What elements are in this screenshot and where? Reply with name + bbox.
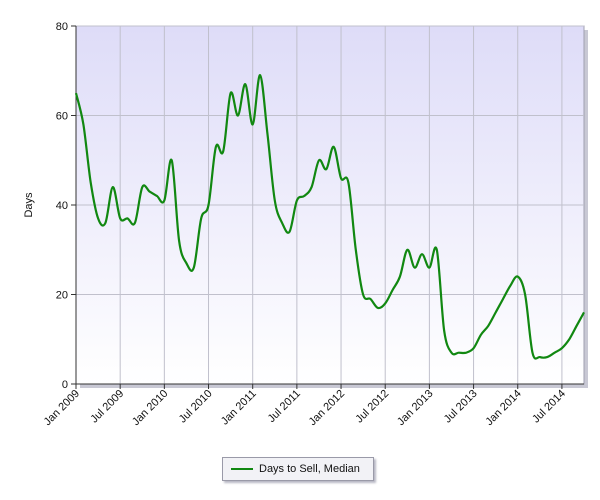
x-tick-label: Jan 2012 bbox=[307, 388, 347, 428]
x-tick-label: Jan 2010 bbox=[130, 388, 170, 428]
y-tick-label: 60 bbox=[56, 111, 68, 123]
series-layer bbox=[74, 74, 585, 360]
x-tick-label: Jan 2011 bbox=[219, 388, 259, 428]
y-tick-label: 40 bbox=[56, 200, 68, 212]
y-tick-label: 0 bbox=[62, 379, 68, 391]
legend: Days to Sell, Median bbox=[222, 457, 374, 481]
x-tick-label: Jul 2013 bbox=[442, 388, 480, 426]
x-tick-label: Jan 2014 bbox=[483, 388, 523, 428]
series-line-days-to-sell-median bbox=[74, 74, 585, 360]
x-tick-label: Jul 2010 bbox=[177, 388, 215, 426]
axes bbox=[71, 25, 584, 389]
legend-swatch bbox=[231, 468, 253, 470]
legend-label: Days to Sell, Median bbox=[259, 463, 360, 475]
x-tick-label: Jan 2009 bbox=[42, 388, 82, 428]
x-tick-label: Jul 2011 bbox=[266, 388, 303, 425]
x-tick-label: Jan 2013 bbox=[395, 388, 435, 428]
y-tick-label: 80 bbox=[56, 21, 68, 33]
x-tick-label: Jul 2014 bbox=[530, 388, 568, 426]
y-axis-title: Days bbox=[23, 192, 35, 218]
x-tick-label: Jul 2009 bbox=[88, 388, 126, 426]
y-tick-label: 20 bbox=[56, 290, 68, 302]
x-tick-label: Jul 2012 bbox=[353, 388, 391, 426]
